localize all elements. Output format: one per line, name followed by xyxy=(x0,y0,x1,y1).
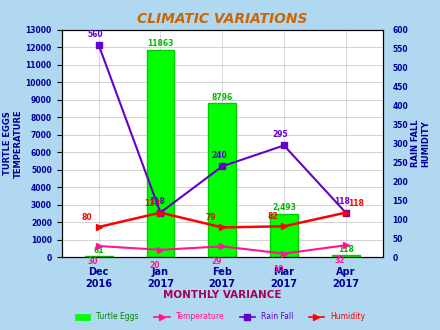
Text: 240: 240 xyxy=(211,151,227,160)
Y-axis label: RAIN FALL
HUMIDITY: RAIN FALL HUMIDITY xyxy=(411,120,430,167)
Text: 10: 10 xyxy=(273,265,283,274)
Text: 118: 118 xyxy=(335,197,351,206)
Bar xyxy=(85,256,113,257)
Text: 29: 29 xyxy=(211,257,222,266)
Bar xyxy=(332,255,359,257)
Text: 82: 82 xyxy=(268,212,278,221)
Text: 61: 61 xyxy=(93,246,104,254)
Humidity xyxy=(343,211,348,214)
Legend: Turtle Eggs, Temperature, Rain Fall, Humidity: Turtle Eggs, Temperature, Rain Fall, Hum… xyxy=(72,310,368,324)
Text: 11863: 11863 xyxy=(147,39,174,48)
Y-axis label: TURTLE EGGS
TEMPERATURE: TURTLE EGGS TEMPERATURE xyxy=(4,109,23,178)
Rain Fall xyxy=(158,211,163,214)
Text: 2,493: 2,493 xyxy=(272,203,296,212)
Rain Fall xyxy=(96,43,101,47)
Text: 118: 118 xyxy=(338,245,354,253)
Rain Fall xyxy=(281,144,286,148)
Humidity xyxy=(281,224,286,228)
Bar xyxy=(208,103,236,257)
Temperature xyxy=(281,251,286,255)
Text: 80: 80 xyxy=(82,213,92,222)
Title: CLIMATIC VARIATIONS: CLIMATIC VARIATIONS xyxy=(137,12,308,26)
Text: 118: 118 xyxy=(149,197,165,206)
Bar xyxy=(147,50,174,257)
Text: 295: 295 xyxy=(273,130,289,139)
Temperature xyxy=(158,248,163,252)
Rain Fall xyxy=(343,211,348,214)
Temperature xyxy=(96,244,101,248)
Text: 30: 30 xyxy=(88,257,98,266)
Text: 118: 118 xyxy=(144,199,160,208)
Text: 8796: 8796 xyxy=(212,93,233,102)
Bar xyxy=(270,214,298,257)
Line: Temperature: Temperature xyxy=(96,243,348,256)
Line: Rain Fall: Rain Fall xyxy=(96,42,348,215)
Text: 32: 32 xyxy=(335,256,345,265)
Humidity xyxy=(96,225,101,229)
Temperature xyxy=(343,243,348,247)
Humidity xyxy=(220,225,225,229)
Text: 20: 20 xyxy=(149,261,160,270)
Text: 560: 560 xyxy=(88,30,103,39)
Temperature xyxy=(220,245,225,248)
Line: Humidity: Humidity xyxy=(96,210,348,230)
Rain Fall xyxy=(220,164,225,168)
Text: 118: 118 xyxy=(348,199,364,208)
Text: 79: 79 xyxy=(205,214,216,222)
X-axis label: MONTHLY VARIANCE: MONTHLY VARIANCE xyxy=(163,290,282,300)
Humidity xyxy=(158,211,163,214)
